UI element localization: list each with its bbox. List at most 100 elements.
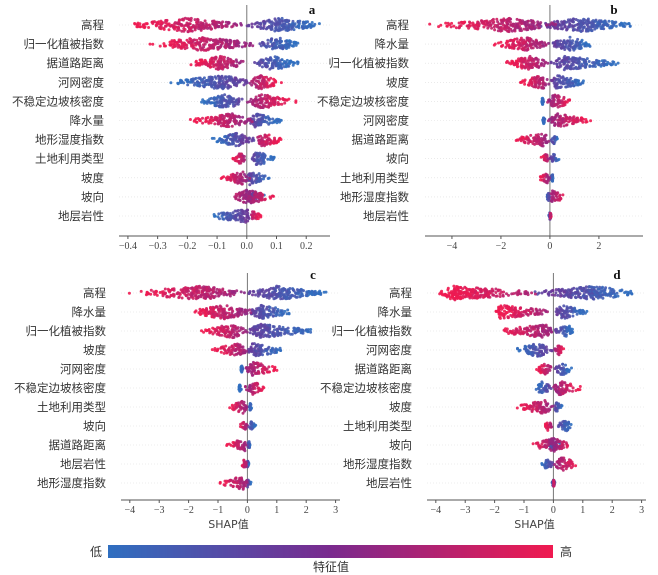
shap-point-low: [250, 25, 254, 29]
shap-point-high: [185, 46, 189, 50]
shap-point-high: [259, 214, 263, 218]
shap-point-low: [557, 74, 561, 78]
shap-point-low: [255, 114, 259, 118]
shap-point-high: [458, 24, 462, 28]
shap-point-high: [511, 45, 515, 49]
shap-point-high: [193, 18, 197, 22]
shap-point-low: [273, 23, 277, 26]
shap-point-high: [239, 326, 243, 330]
shap-point-high: [513, 37, 517, 41]
shap-point-low: [289, 332, 293, 336]
shap-point-high: [164, 24, 168, 28]
shap-point-high: [194, 43, 198, 47]
shap-point-low: [541, 102, 544, 106]
shap-point-high: [518, 38, 522, 42]
shap-point-high: [238, 199, 242, 202]
shap-point-high: [224, 38, 228, 42]
shap-point-low: [213, 104, 217, 108]
shap-point-high: [188, 37, 192, 41]
shap-point-low: [561, 21, 565, 25]
shap-point-low: [552, 61, 556, 65]
shap-point-high: [272, 138, 276, 142]
shap-point-low: [209, 78, 213, 82]
shap-point-high: [544, 139, 547, 143]
shap-point-low: [285, 42, 289, 46]
shap-point-low: [266, 352, 270, 356]
shap-point-low: [261, 58, 265, 62]
shap-point-high: [528, 54, 532, 58]
shap-point-high: [283, 101, 287, 105]
shap-point-high: [218, 115, 222, 119]
shap-point-low: [571, 20, 575, 24]
shap-point-low: [588, 65, 592, 68]
shap-point-high: [190, 293, 194, 297]
shap-point-high: [545, 159, 549, 163]
shap-point-high: [193, 310, 197, 314]
shap-point-low: [558, 63, 562, 67]
shap-point-low: [304, 20, 308, 24]
shap-point-high: [211, 309, 215, 313]
shap-point-high: [240, 182, 244, 186]
shap-point-high: [242, 121, 246, 124]
shap-point-high: [258, 195, 262, 199]
shap-point-low: [269, 312, 273, 316]
shap-point-high: [136, 25, 140, 29]
shap-point-low: [240, 208, 244, 212]
colorbar: 低 高 特征值: [90, 544, 572, 574]
shap-point-high: [229, 306, 233, 310]
shap-point-low: [234, 144, 238, 148]
beeswarm-a-2: [189, 54, 300, 71]
shap-point-high: [184, 23, 188, 27]
shap-point-low: [276, 119, 280, 123]
shap-point-high: [221, 314, 225, 318]
shap-point-high: [227, 21, 231, 25]
shap-point-low: [222, 98, 226, 102]
shap-point-high: [213, 122, 217, 126]
shap-point-low: [590, 29, 593, 33]
shap-point-low: [568, 48, 572, 52]
shap-point-high: [138, 25, 142, 29]
shap-point-low: [228, 78, 232, 82]
shap-point-high: [218, 290, 222, 294]
shap-point-high: [164, 44, 167, 48]
shap-point-high: [509, 62, 513, 66]
shap-point-high: [147, 26, 151, 29]
shap-point-high: [222, 60, 226, 64]
shap-point-high: [476, 26, 480, 30]
shap-point-high: [186, 30, 190, 34]
x-tick-label: 0.1: [270, 241, 283, 252]
shap-point-high: [224, 65, 228, 69]
shap-point-low: [236, 140, 240, 143]
feature-label: 据道路距离: [47, 56, 105, 70]
shap-point-high: [523, 82, 527, 86]
shap-point-low: [273, 17, 277, 21]
shap-point-high: [549, 214, 552, 217]
shap-point-high: [210, 116, 214, 120]
shap-point-high: [205, 308, 209, 312]
shap-point-low: [279, 309, 283, 313]
shap-point-low: [551, 158, 555, 162]
shap-point-high: [553, 122, 557, 126]
shap-point-high: [482, 25, 486, 29]
shap-point-low: [255, 314, 259, 318]
shap-point-low: [304, 25, 308, 29]
shap-point-high: [169, 43, 173, 47]
shap-point-low: [250, 22, 254, 26]
shap-point-low: [596, 22, 600, 26]
shap-point-high: [560, 101, 564, 105]
shap-point-high: [185, 38, 189, 42]
shap-point-high: [207, 311, 211, 315]
shap-point-high: [553, 103, 557, 106]
shap-point-high: [281, 97, 285, 101]
shap-point-high: [249, 201, 253, 205]
shap-point-low: [571, 39, 575, 43]
shap-point-high: [514, 139, 518, 142]
shap-point-low: [310, 21, 314, 24]
shap-point-high: [510, 29, 514, 33]
shap-point-low: [282, 295, 286, 298]
shap-point-high: [546, 119, 550, 123]
shap-point-high: [231, 309, 235, 313]
shap-point-high: [551, 189, 554, 193]
shap-point-low: [266, 157, 270, 161]
